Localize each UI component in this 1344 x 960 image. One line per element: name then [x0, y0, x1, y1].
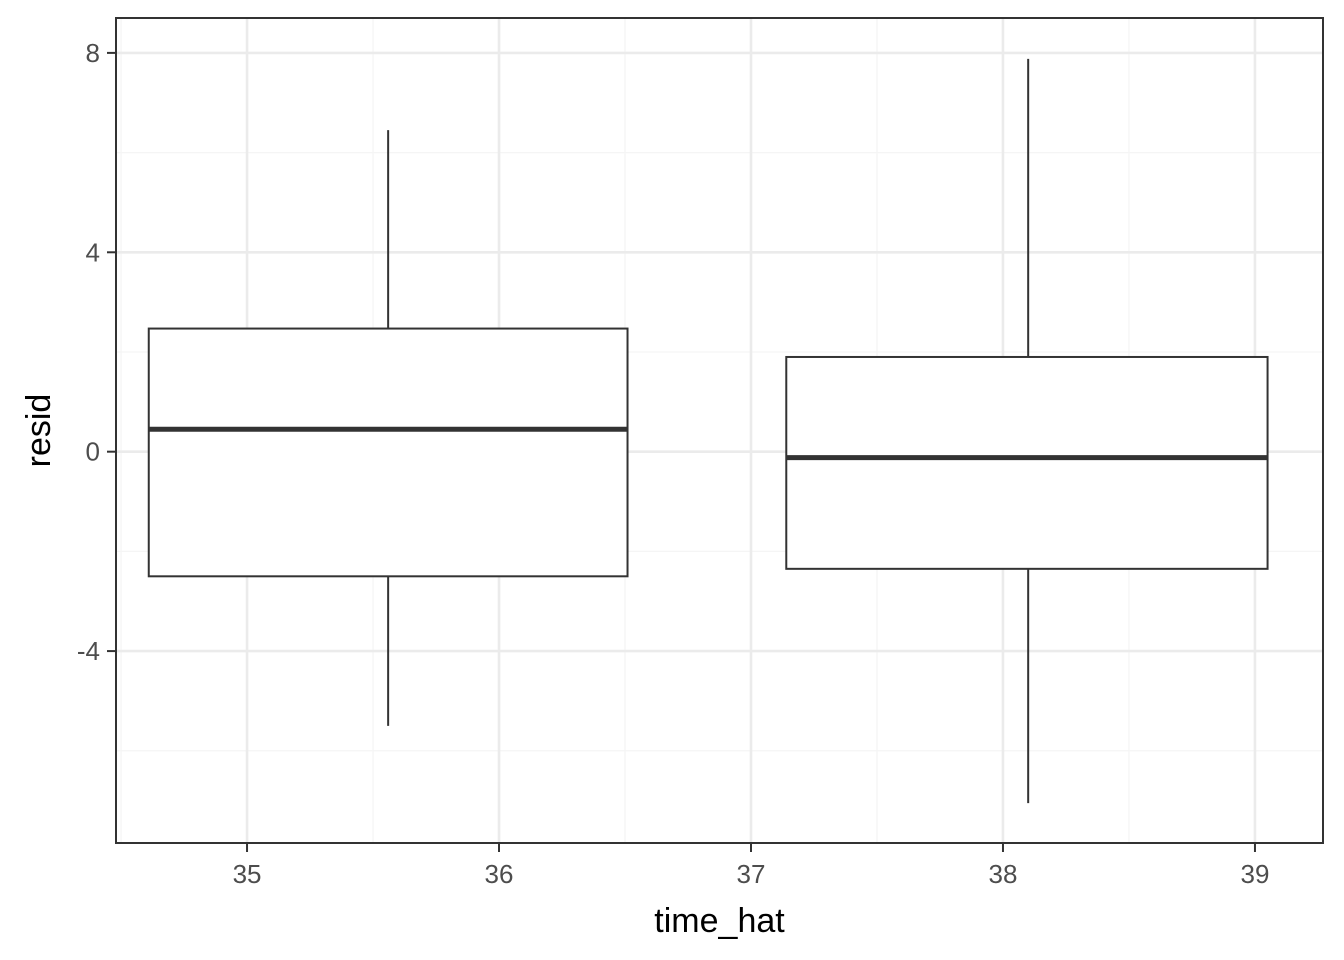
iqr-box: [785, 355, 1269, 570]
x-tick-label: 36: [485, 859, 514, 889]
x-axis: 35 36 37 38 39: [233, 843, 1270, 889]
x-tick-label: 37: [737, 859, 766, 889]
x-tick-label: 38: [989, 859, 1018, 889]
y-tick-label: 0: [86, 437, 100, 467]
y-axis-title: resid: [20, 394, 58, 468]
panel-border: [115, 17, 1324, 844]
y-tick-label: -4: [77, 636, 100, 666]
y-tick-label: 4: [86, 237, 100, 267]
box-1: [147, 130, 629, 726]
x-tick-label: 39: [1241, 859, 1270, 889]
x-axis-title: time_hat: [654, 902, 785, 940]
y-tick-label: 8: [86, 38, 100, 68]
box-2: [785, 58, 1269, 804]
box-series: [147, 58, 1269, 804]
x-tick-label: 35: [233, 859, 262, 889]
iqr-box: [147, 327, 629, 578]
y-axis: -4 0 4 8: [77, 38, 116, 666]
